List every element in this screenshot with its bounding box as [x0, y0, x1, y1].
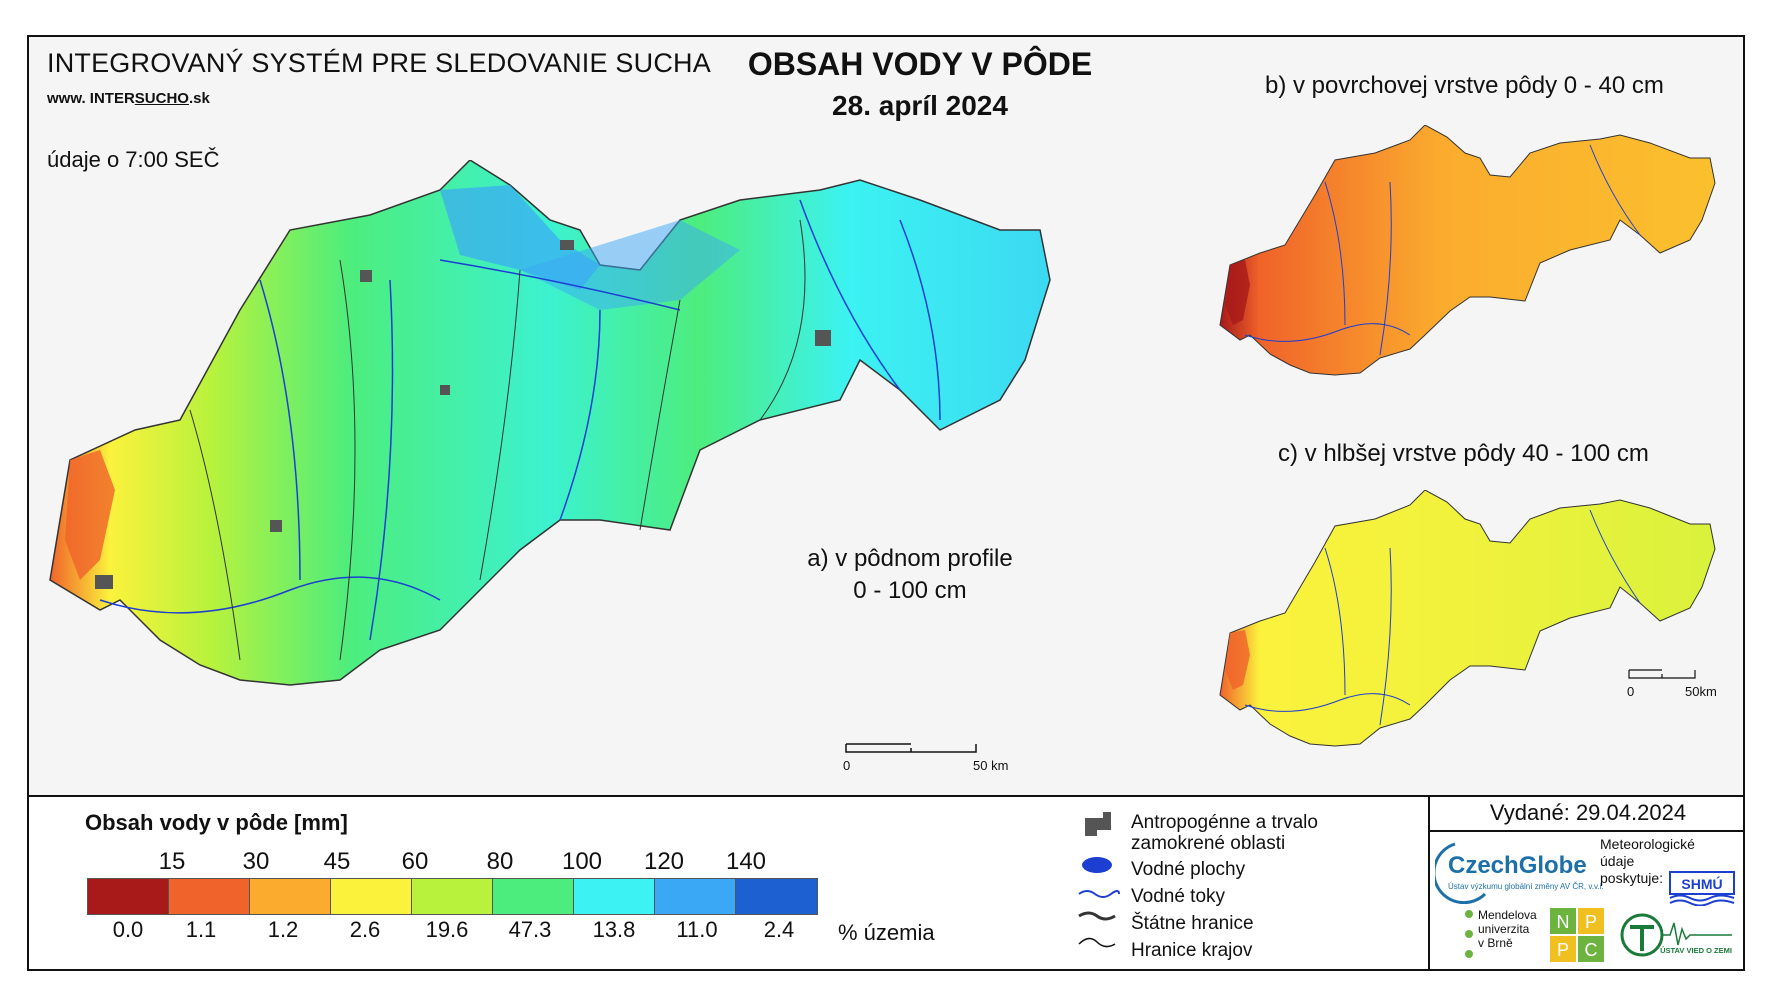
legend-percent: 13.8 — [592, 917, 636, 942]
time-note: údaje o 7:00 SEČ — [47, 147, 220, 172]
river-icon — [1078, 890, 1120, 898]
map-a-depth: 0 - 100 cm — [853, 577, 967, 604]
water-body-icon — [1082, 857, 1112, 873]
system-title: INTEGROVANÝ SYSTÉM PRE SLEDOVANIE SUCHA — [47, 48, 711, 78]
river-network-deep — [1244, 509, 1641, 726]
czechglobe-name: CzechGlobe — [1448, 852, 1587, 879]
nppc-logo: N P P C — [1550, 908, 1604, 962]
slovakia-shape-surface — [1219, 125, 1716, 376]
czechglobe-logo — [1435, 842, 1487, 904]
legend-percent: 2.6 — [349, 917, 381, 942]
footer-divider — [1428, 795, 1430, 971]
legend-threshold: 45 — [323, 848, 351, 875]
urban-area-icon — [1085, 812, 1111, 836]
legend-urban-label: Antropogénne a trvalo zamokrené oblasti — [1131, 812, 1318, 854]
legend-title: Obsah vody v pôde [mm] — [85, 810, 348, 835]
legend-river-label: Vodné toky — [1131, 886, 1226, 907]
svg-text:ÚSTAV VIED O ZEMI: ÚSTAV VIED O ZEMI — [1660, 946, 1732, 955]
main-title: OBSAH VODY V PÔDE — [747, 46, 1093, 82]
soil-water-map-surface — [1219, 125, 1716, 376]
svg-text:N: N — [1557, 912, 1570, 932]
legend-threshold: 15 — [158, 848, 186, 875]
legend-class-swatch — [736, 879, 817, 914]
mendel-university-text: Mendelova univerzita v Brně — [1478, 908, 1537, 950]
legend-class-swatch — [331, 879, 412, 914]
legend-class-swatch — [655, 879, 736, 914]
legend-percent: 1.2 — [267, 917, 299, 942]
urban-areas-main — [95, 240, 831, 589]
legend-class-swatch — [250, 879, 331, 914]
region-borders-main — [189, 219, 806, 661]
legend-class-swatch — [493, 879, 574, 914]
legend-percent: 1.1 — [185, 917, 217, 942]
deep-dry-zone — [1225, 630, 1250, 690]
river-network-main — [99, 199, 941, 641]
issued-divider — [1428, 830, 1745, 832]
map-b-label: b) v povrchovej vrstve pôdy 0 - 40 cm — [1265, 72, 1664, 99]
legend-threshold: 80 — [486, 848, 514, 875]
legend-percent: 19.6 — [425, 917, 469, 942]
scale-bar-main — [845, 743, 977, 753]
issued-date: Vydané: 29.04.2024 — [1489, 800, 1687, 825]
scale-main-zero: 0 — [843, 758, 851, 773]
earth-sciences-institute-logo: ÚSTAV VIED O ZEMI — [1620, 913, 1732, 957]
scale-main-end: 50 km — [973, 758, 1009, 773]
legend-class-swatch — [88, 879, 169, 914]
legend-threshold: 60 — [401, 848, 429, 875]
legend-water-body-label: Vodné plochy — [1131, 859, 1246, 880]
legend-percent-unit: % územia — [838, 920, 935, 945]
legend-threshold: 140 — [725, 848, 767, 875]
website-link[interactable]: www. INTERSUCHO.sk — [47, 90, 210, 107]
legend-class-swatch — [574, 879, 655, 914]
legend-color-bar — [87, 878, 818, 915]
river-network-surface — [1244, 144, 1641, 356]
soil-water-map-main — [49, 160, 1051, 686]
svg-text:P: P — [1557, 940, 1569, 960]
svg-text:C: C — [1585, 940, 1598, 960]
legend-threshold: 30 — [242, 848, 270, 875]
symbol-legend-icons — [1078, 812, 1120, 948]
meteo-provider-text: Meteorologické údaje poskytuje: — [1600, 836, 1695, 886]
svg-text:SHMÚ: SHMÚ — [1681, 875, 1722, 892]
scale-bar-small — [1628, 669, 1696, 679]
legend-percent: 47.3 — [508, 917, 552, 942]
legend-state-border-label: Štátne hranice — [1131, 913, 1254, 934]
legend-class-swatch — [169, 879, 250, 914]
surface-very-dry-zone — [1225, 260, 1250, 325]
region-border-icon — [1078, 937, 1116, 948]
svg-text:P: P — [1585, 912, 1597, 932]
scale-small-end: 50km — [1685, 684, 1717, 699]
soil-water-map-deep — [1219, 490, 1716, 747]
legend-threshold: 100 — [561, 848, 603, 875]
czechglobe-subtitle: Ústav výzkumu globální změny AV ČR, v.v.… — [1448, 882, 1604, 891]
scale-small-zero: 0 — [1627, 684, 1635, 699]
map-a-label: a) v pôdnom profile — [807, 545, 1013, 572]
mendel-logo-dots — [1465, 910, 1473, 958]
state-border-icon — [1078, 911, 1116, 921]
legend-percent: 11.0 — [676, 917, 718, 942]
slovakia-shape-deep — [1219, 490, 1716, 747]
legend-region-border-label: Hranice krajov — [1131, 940, 1253, 961]
legend-class-swatch — [412, 879, 493, 914]
legend-threshold: 120 — [643, 848, 685, 875]
central-wet-zone — [520, 220, 740, 310]
western-dry-zone — [65, 450, 115, 580]
legend-percent: 2.4 — [763, 917, 795, 942]
legend-percent: 0.0 — [112, 917, 144, 942]
shmu-logo: SHMÚ — [1669, 871, 1735, 906]
main-date: 28. apríl 2024 — [832, 90, 1008, 121]
map-c-label: c) v hlbšej vrstve pôdy 40 - 100 cm — [1278, 440, 1649, 467]
